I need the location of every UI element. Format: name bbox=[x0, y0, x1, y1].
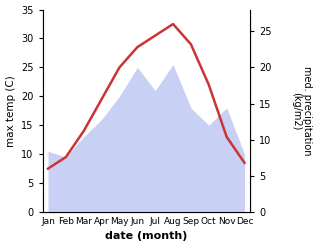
Y-axis label: max temp (C): max temp (C) bbox=[5, 75, 16, 147]
X-axis label: date (month): date (month) bbox=[105, 231, 187, 242]
Y-axis label: med. precipitation
(kg/m2): med. precipitation (kg/m2) bbox=[291, 66, 313, 156]
